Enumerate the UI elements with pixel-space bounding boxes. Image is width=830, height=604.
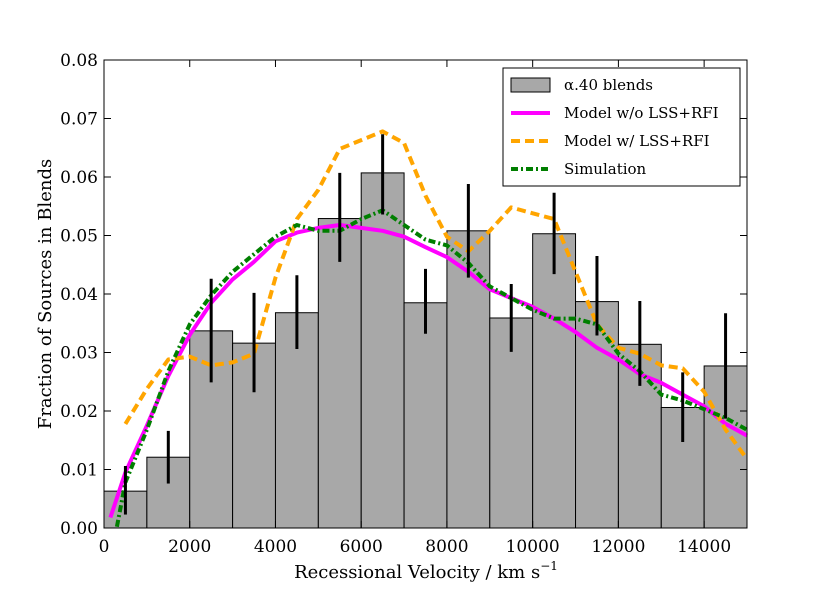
- y-tick-label: 0.08: [60, 51, 98, 71]
- x-tick-label: 10000: [506, 537, 560, 557]
- y-tick-label: 0.03: [60, 344, 98, 364]
- x-tick-label: 4000: [254, 537, 297, 557]
- y-tick-label: 0.01: [60, 461, 98, 481]
- histogram-bar: [403, 302, 448, 529]
- y-tick-label: 0.02: [60, 402, 98, 422]
- x-tick-label: 0: [99, 537, 110, 557]
- y-tick-label: 0.06: [60, 168, 98, 188]
- legend: α.40 blends Model w/o LSS+RFI Model w/ L…: [502, 67, 741, 187]
- y-tick-label: 0.00: [60, 519, 98, 539]
- x-tick-label: 14000: [677, 537, 731, 557]
- histogram-bar: [532, 233, 577, 529]
- x-tick-label: 12000: [591, 537, 645, 557]
- x-tick-label: 6000: [340, 537, 383, 557]
- x-axis-label: Recessional Velocity / km s−1: [294, 559, 558, 583]
- histogram-bars: [103, 172, 748, 529]
- legend-label-model-lss: Model w/ LSS+RFI: [564, 132, 710, 150]
- axis-ticks: 0 2000 4000 6000 8000 10000 12000 14000 0.00 0.01…: [60, 51, 747, 557]
- legend-swatch-histogram: [510, 77, 551, 93]
- x-axis-label-exponent: −1: [540, 559, 558, 573]
- histogram-bar: [317, 218, 362, 529]
- x-tick-label: 2000: [168, 537, 211, 557]
- y-axis-label: Fraction of Sources in Blends: [35, 159, 56, 429]
- legend-label-histogram: α.40 blends: [564, 76, 653, 94]
- x-tick-label: 8000: [425, 537, 468, 557]
- legend-label-simulation: Simulation: [564, 160, 647, 178]
- y-tick-label: 0.07: [60, 110, 98, 130]
- histogram-bar: [360, 172, 405, 529]
- error-bars: [123, 134, 728, 515]
- histogram-bar: [446, 230, 491, 529]
- legend-label-model-no-lss: Model w/o LSS+RFI: [564, 104, 719, 122]
- x-axis-label-text: Recessional Velocity / km s: [294, 562, 540, 583]
- line-model-lss: [123, 129, 749, 461]
- y-tick-label: 0.04: [60, 285, 98, 305]
- y-tick-label: 0.05: [60, 227, 98, 247]
